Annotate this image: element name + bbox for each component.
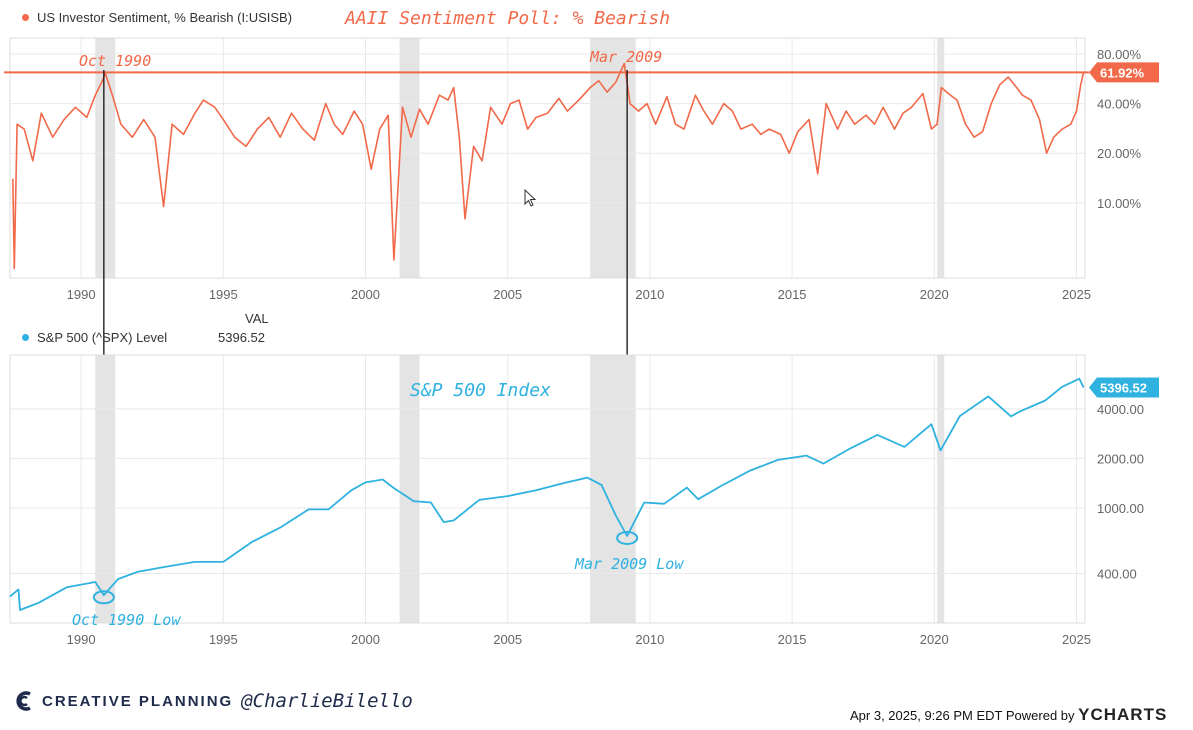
spx-last-value-badge: 5396.52: [1089, 377, 1159, 398]
annotation-mar-2009: Mar 2009: [589, 48, 662, 66]
bot-x-tick-label: 2020: [920, 632, 949, 647]
oct-1990-low-circle: [92, 590, 115, 605]
annotation-oct-1990: Oct 1990: [79, 52, 151, 70]
top-y-tick-label: 40.00%: [1097, 97, 1142, 112]
bot-recession-band-2: [590, 355, 636, 623]
top-y-tick-label: 20.00%: [1097, 146, 1142, 161]
bot-x-tick-label: 2000: [351, 632, 380, 647]
bot-x-tick-label: 2010: [635, 632, 664, 647]
spx-chart: 400.00 1000.00 2000.00 4000.00 1990 1995 2000…: [9, 354, 1159, 647]
brand-name: CREATIVE PLANNING: [42, 692, 234, 710]
ycharts-logo: YCHARTS: [1078, 705, 1168, 724]
bottom-legend-value: 5396.52: [218, 330, 265, 345]
top-legend: US Investor Sentiment, % Bearish (I:USIS…: [22, 10, 292, 25]
powered-by: Powered by: [1005, 708, 1075, 723]
top-plot-frame: [9, 37, 1086, 279]
bot-y-tick-label: 400.00: [1097, 566, 1137, 581]
top-x-tick-label: 2025: [1062, 287, 1091, 302]
bot-x-tick-label: 2015: [778, 632, 807, 647]
bottom-legend: S&P 500 (^SPX) Level: [22, 330, 167, 345]
top-x-tick-label: 2010: [635, 287, 664, 302]
spx-last-value: 5396.52: [1100, 380, 1147, 395]
bot-x-tick-label: 2025: [1062, 632, 1091, 647]
bearish-sentiment-chart: 10.00% 20.00% 40.00% 80.00% 1990 1995 2000 200…: [4, 37, 1159, 592]
top-x-tick-label: 1995: [209, 287, 238, 302]
bot-recession-band-0: [95, 355, 116, 623]
top-x-tick-label: 2005: [493, 287, 522, 302]
mouse-cursor-icon: [524, 188, 537, 207]
footer-brand: CREATIVE PLANNING @CharlieBilello: [14, 690, 413, 712]
spx-legend-value: 5396.52: [218, 330, 265, 345]
creative-planning-logo-icon: [16, 691, 31, 711]
top-recession-band-2: [590, 38, 636, 278]
spx-legend-dot: [22, 334, 29, 341]
bottom-legend-header: VAL: [245, 311, 269, 326]
top-x-tick-label: 2020: [920, 287, 949, 302]
twitter-handle: @CharlieBilello: [241, 690, 413, 712]
top-y-tick-label: 80.00%: [1097, 47, 1142, 62]
bot-y-tick-label: 1000.00: [1097, 501, 1144, 516]
val-column-header: VAL: [245, 311, 269, 326]
top-recession-band-0: [95, 38, 116, 278]
spx-badge-background: [1089, 377, 1159, 398]
annotation-spx-title: S&P 500 Index: [410, 380, 551, 401]
bot-recession-band-1: [399, 355, 420, 623]
bearish-last-value: 61.92%: [1100, 65, 1145, 80]
bearish-series-line: [12, 62, 1085, 270]
footer-stamp: Apr 3, 2025, 9:26 PM EDT Powered by YCHA…: [850, 705, 1167, 725]
bot-x-tick-label: 1995: [209, 632, 238, 647]
bot-recession-band-3: [937, 355, 945, 623]
bearish-badge-background: [1089, 62, 1159, 83]
mar-2009-low-circle: [616, 530, 639, 545]
annotation-title: AAII Sentiment Poll: % Bearish: [344, 8, 670, 29]
bot-x-tick-label: 2005: [493, 632, 522, 647]
top-x-tick-label: 2015: [778, 287, 807, 302]
top-x-tick-label: 2000: [351, 287, 380, 302]
annotation-oct-1990-low: Oct 1990 Low: [72, 611, 181, 629]
bearish-last-value-badge: 61.92%: [1089, 62, 1159, 83]
top-recession-band-3: [937, 38, 945, 278]
bot-y-tick-label: 2000.00: [1097, 451, 1144, 466]
timestamp: Apr 3, 2025, 9:26 PM EDT: [850, 708, 1003, 723]
top-y-tick-label: 10.00%: [1097, 196, 1142, 211]
top-recession-band-1: [399, 38, 420, 278]
bot-y-tick-label: 4000.00: [1097, 402, 1144, 417]
spx-series-line: [9, 377, 1085, 611]
bottom-legend-label: S&P 500 (^SPX) Level: [37, 330, 168, 345]
top-x-tick-label: 1990: [67, 287, 96, 302]
bot-x-tick-label: 1990: [67, 632, 96, 647]
bottom-plot-frame: [9, 354, 1086, 624]
bearish-legend-dot: [22, 14, 29, 21]
annotation-mar-2009-low: Mar 2009 Low: [574, 555, 684, 573]
top-legend-label: US Investor Sentiment, % Bearish (I:USIS…: [37, 10, 293, 25]
